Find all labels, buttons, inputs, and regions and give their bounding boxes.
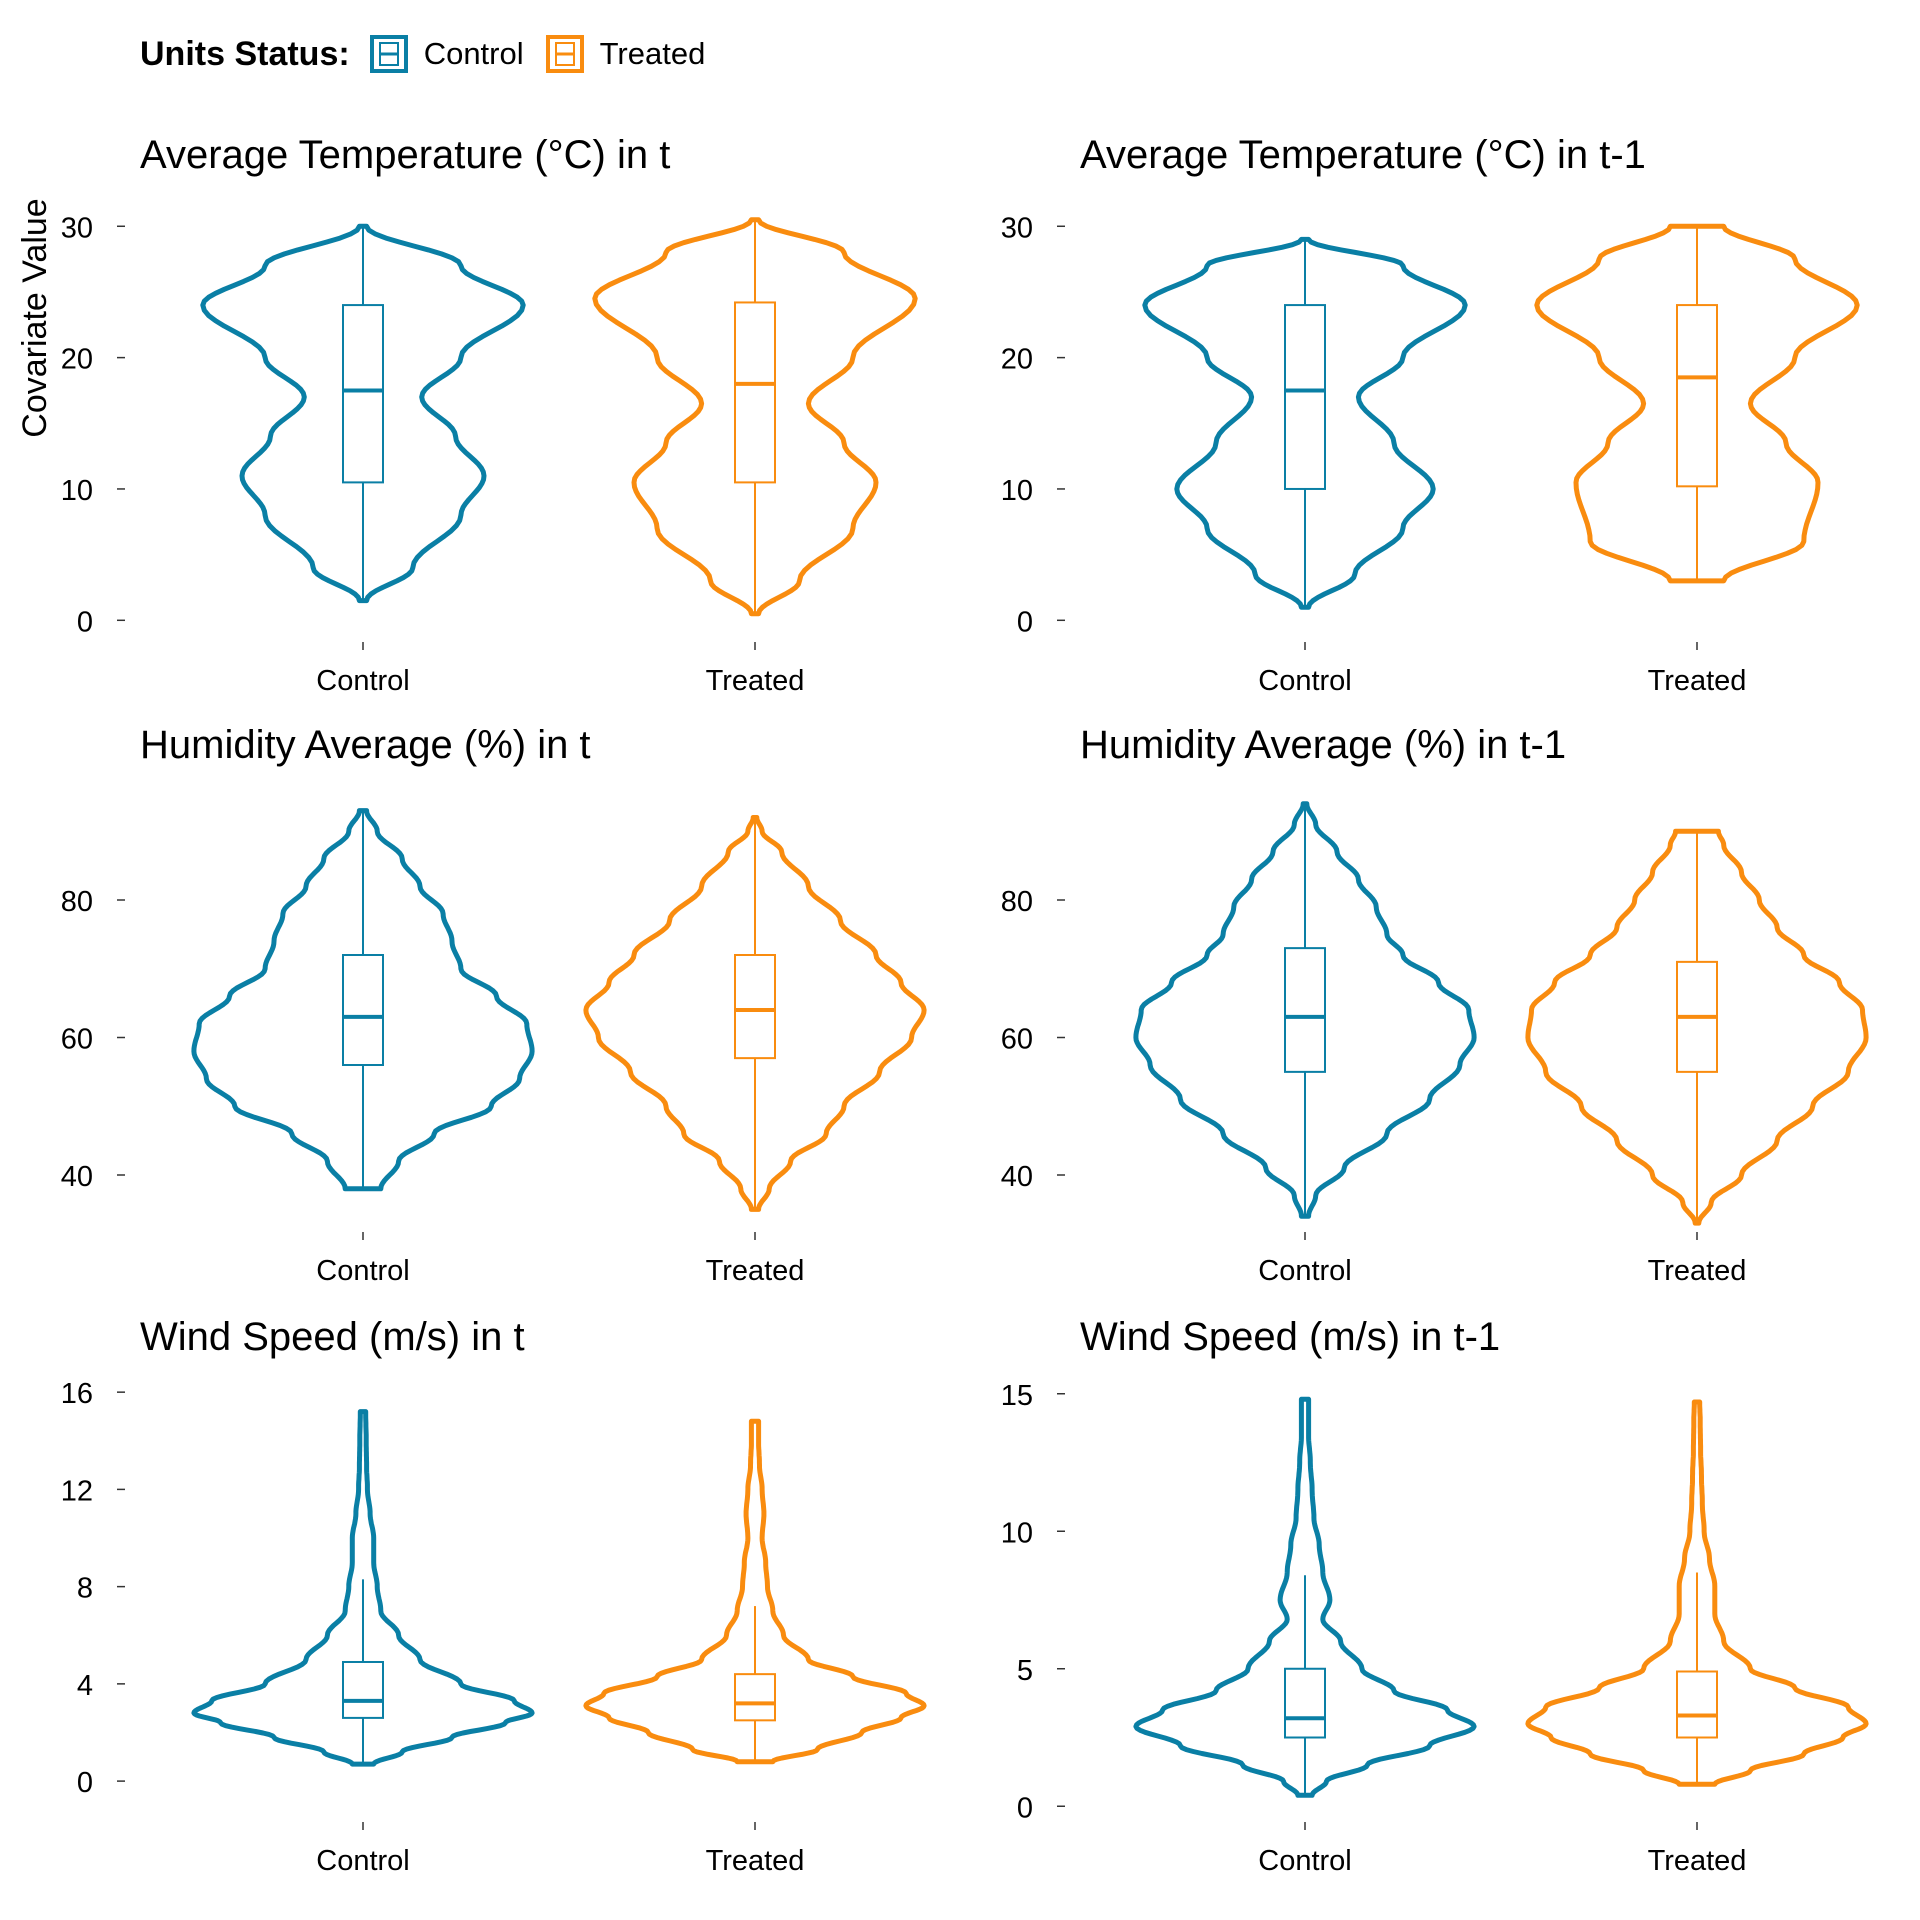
y-tick-label: 10 [61, 475, 93, 507]
x-tick-label: Control [316, 665, 410, 697]
panel-6: Wind Speed (m/s) in t-1 0 5 10 15 Control Trea… [1001, 1315, 1869, 1877]
violin-control [1133, 801, 1477, 1219]
iqr-box [1676, 304, 1718, 488]
violin-treated [1525, 1399, 1869, 1787]
y-axis-title: Covariate Value [16, 198, 54, 437]
x-tick-label: Treated [1648, 1845, 1747, 1877]
y-tick-label: 8 [77, 1573, 93, 1605]
panel-title: Humidity Average (%) in t-1 [1080, 723, 1566, 767]
panel-title: Humidity Average (%) in t [140, 723, 591, 767]
iqr-box [342, 304, 384, 484]
iqr-box [734, 1673, 776, 1722]
x-tick-label: Control [1258, 665, 1352, 697]
y-tick-label: 12 [61, 1475, 93, 1507]
panel-2: Average Temperature (°C) in t-1 0 10 20 30 Co… [1001, 133, 1860, 697]
y-tick-label: 60 [1001, 1024, 1033, 1056]
y-tick-label: 15 [1001, 1380, 1033, 1412]
panel-5: Wind Speed (m/s) in t 0 4 8 12 16 Control Treat… [61, 1315, 927, 1877]
x-tick-label: Treated [1648, 665, 1747, 697]
y-tick-label: 10 [1001, 1517, 1033, 1549]
y-tick-label: 40 [61, 1161, 93, 1193]
y-tick-label: 5 [1017, 1655, 1033, 1687]
violin-control [191, 1409, 535, 1767]
legend: Units Status: Control Treated [140, 30, 727, 78]
y-tick-label: 60 [61, 1024, 93, 1056]
violin-control [1133, 1396, 1477, 1798]
panel-title: Wind Speed (m/s) in t-1 [1080, 1315, 1500, 1359]
iqr-box [342, 1660, 384, 1719]
violin-treated [1534, 223, 1860, 584]
iqr-box [1284, 304, 1326, 490]
panel-title: Wind Speed (m/s) in t [140, 1315, 525, 1359]
iqr-box [734, 301, 776, 484]
violin-control [191, 808, 535, 1192]
violin-control [1142, 236, 1468, 610]
y-tick-label: 40 [1001, 1161, 1033, 1193]
legend-label-control: Control [423, 36, 524, 71]
legend-title: Units Status: [140, 34, 350, 73]
y-tick-label: 0 [1017, 606, 1033, 638]
x-tick-label: Treated [1648, 1255, 1747, 1287]
violin-treated [583, 815, 927, 1212]
y-tick-label: 30 [61, 212, 93, 244]
y-tick-label: 16 [61, 1378, 93, 1410]
violin-treated [583, 1418, 927, 1765]
y-tick-label: 80 [1001, 886, 1033, 918]
panel-title: Average Temperature (°C) in t [140, 133, 670, 177]
panel-3: Humidity Average (%) in t 40 60 80 Control Tr… [61, 723, 927, 1287]
y-tick-label: 20 [61, 344, 93, 376]
x-tick-label: Treated [706, 665, 805, 697]
iqr-box [342, 954, 384, 1066]
iqr-box [1284, 1667, 1326, 1739]
legend-item-control: Control [369, 35, 524, 73]
panel-1: Average Temperature (°C) in t 0 10 20 30 Cont… [61, 133, 918, 697]
violin-treated [592, 217, 918, 617]
panel-4: Humidity Average (%) in t-1 40 60 80 Control… [1001, 723, 1869, 1287]
y-tick-label: 20 [1001, 344, 1033, 376]
y-tick-label: 30 [1001, 212, 1033, 244]
y-tick-label: 0 [77, 606, 93, 638]
legend-key-control-icon [369, 35, 408, 73]
x-tick-label: Control [316, 1255, 410, 1287]
y-tick-label: 0 [1017, 1792, 1033, 1824]
panel-title: Average Temperature (°C) in t-1 [1080, 133, 1646, 177]
y-tick-label: 0 [77, 1767, 93, 1799]
violin-treated [1525, 828, 1869, 1226]
x-tick-label: Control [1258, 1255, 1352, 1287]
y-tick-label: 4 [77, 1670, 93, 1702]
iqr-box [734, 954, 776, 1060]
violin-control [200, 223, 526, 604]
iqr-box [1284, 947, 1326, 1073]
iqr-box [1676, 1670, 1718, 1739]
y-tick-label: 10 [1001, 475, 1033, 507]
legend-label-treated: Treated [599, 36, 706, 71]
x-tick-label: Treated [706, 1845, 805, 1877]
x-tick-label: Control [1258, 1845, 1352, 1877]
legend-item-treated: Treated [545, 35, 706, 73]
y-tick-label: 80 [61, 886, 93, 918]
x-tick-label: Treated [706, 1255, 805, 1287]
legend-key-treated-icon [545, 35, 584, 73]
x-tick-label: Control [316, 1845, 410, 1877]
